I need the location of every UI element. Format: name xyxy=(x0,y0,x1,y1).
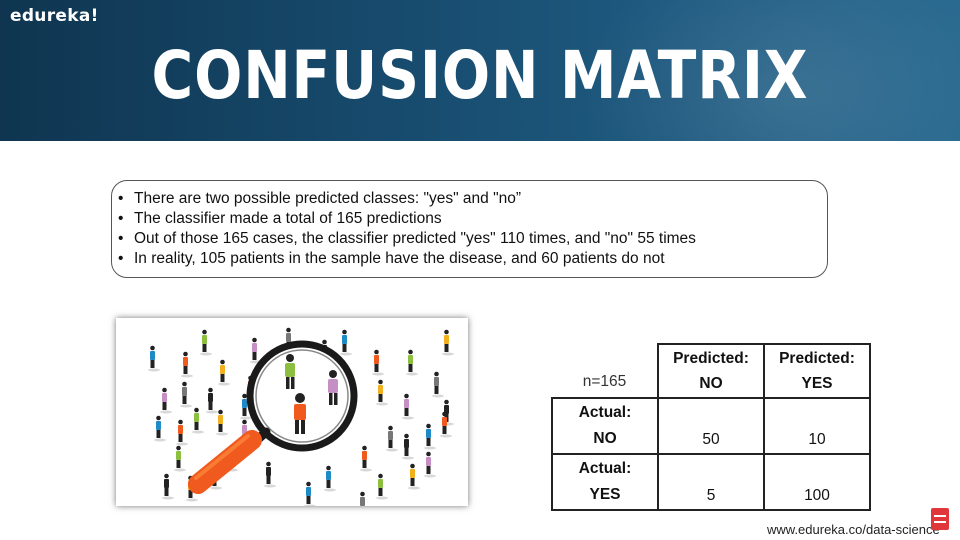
crowd-person xyxy=(180,381,192,408)
crowd-person xyxy=(176,419,188,446)
crowd-person xyxy=(440,411,452,438)
crowd-person xyxy=(218,359,230,386)
crowd-person xyxy=(402,393,414,420)
crowd-person xyxy=(372,349,384,376)
lens-person-highlighted xyxy=(294,393,306,434)
row-header-line: Actual: xyxy=(578,460,632,477)
crowd-person xyxy=(340,329,352,356)
crowd-person xyxy=(264,461,276,488)
crowd-person xyxy=(181,351,193,378)
header-banner: edureka! CONFUSION MATRIX xyxy=(0,0,960,141)
matrix-corner-label: n=165 xyxy=(582,373,627,390)
row-header-actual-yes: Actual: YES xyxy=(551,453,659,511)
crowd-person xyxy=(402,433,414,460)
crowd-person xyxy=(408,463,420,490)
matrix-cell-fp: 10 xyxy=(763,397,871,455)
confusion-matrix-table: n=165 Predicted: NO Predicted: YES Actua… xyxy=(551,343,871,511)
row-header-line: Actual: xyxy=(578,404,632,421)
matrix-cell-tn: 50 xyxy=(657,397,765,455)
column-header-predicted-no: Predicted: NO xyxy=(657,343,765,399)
bullet-list-box: There are two possible predicted classes… xyxy=(111,180,828,278)
footer-url-link[interactable]: www.edureka.co/data-science xyxy=(767,522,940,537)
matrix-cell-fn: 5 xyxy=(657,453,765,511)
lens-person xyxy=(285,354,295,389)
column-header-line: Predicted: xyxy=(673,350,749,367)
crowd-person xyxy=(324,465,336,492)
crowd-person xyxy=(206,387,218,414)
column-header-line: Predicted: xyxy=(779,350,855,367)
edureka-logo: edureka! xyxy=(10,6,99,26)
crowd-person xyxy=(424,451,436,478)
bullet-list: There are two possible predicted classes… xyxy=(116,189,813,269)
matrix-cell-tp: 100 xyxy=(763,453,871,511)
crowd-person xyxy=(376,379,388,406)
crowd-person xyxy=(424,423,436,450)
magnifier-handle xyxy=(188,427,271,494)
crowd-person xyxy=(216,409,228,436)
lens-person xyxy=(328,370,338,405)
crowd-person xyxy=(386,425,398,452)
row-header-line: NO xyxy=(593,430,617,447)
crowd-person xyxy=(360,491,365,506)
row-header-line: YES xyxy=(589,486,621,503)
bullet-item: The classifier made a total of 165 predi… xyxy=(116,209,813,229)
column-header-line: NO xyxy=(699,375,723,392)
magnifying-glass-icon xyxy=(148,327,454,506)
crowd-person xyxy=(200,329,212,356)
crowd-person xyxy=(174,445,186,472)
column-header-line: YES xyxy=(801,375,833,392)
crowd-person xyxy=(406,349,418,376)
crowd-person xyxy=(376,473,388,500)
bullet-item: In reality, 105 patients in the sample h… xyxy=(116,249,813,269)
bullet-item: There are two possible predicted classes… xyxy=(116,189,813,209)
crowd-person xyxy=(360,445,372,472)
crowd-person xyxy=(304,481,316,506)
crowd-person xyxy=(432,371,444,398)
crowd-person xyxy=(442,329,454,356)
crowd-person xyxy=(240,393,252,420)
crowd-person xyxy=(162,473,174,500)
crowd-person xyxy=(154,415,166,442)
crowd-magnifier-illustration xyxy=(116,318,468,506)
crowd-person xyxy=(160,387,172,414)
bullet-item: Out of those 165 cases, the classifier p… xyxy=(116,229,813,249)
page-title: CONFUSION MATRIX xyxy=(151,37,809,114)
crowd-person xyxy=(192,407,204,434)
crowd-person xyxy=(148,345,160,372)
column-header-predicted-yes: Predicted: YES xyxy=(763,343,871,399)
row-header-actual-no: Actual: NO xyxy=(551,397,659,455)
subscribe-icon[interactable] xyxy=(931,508,949,530)
